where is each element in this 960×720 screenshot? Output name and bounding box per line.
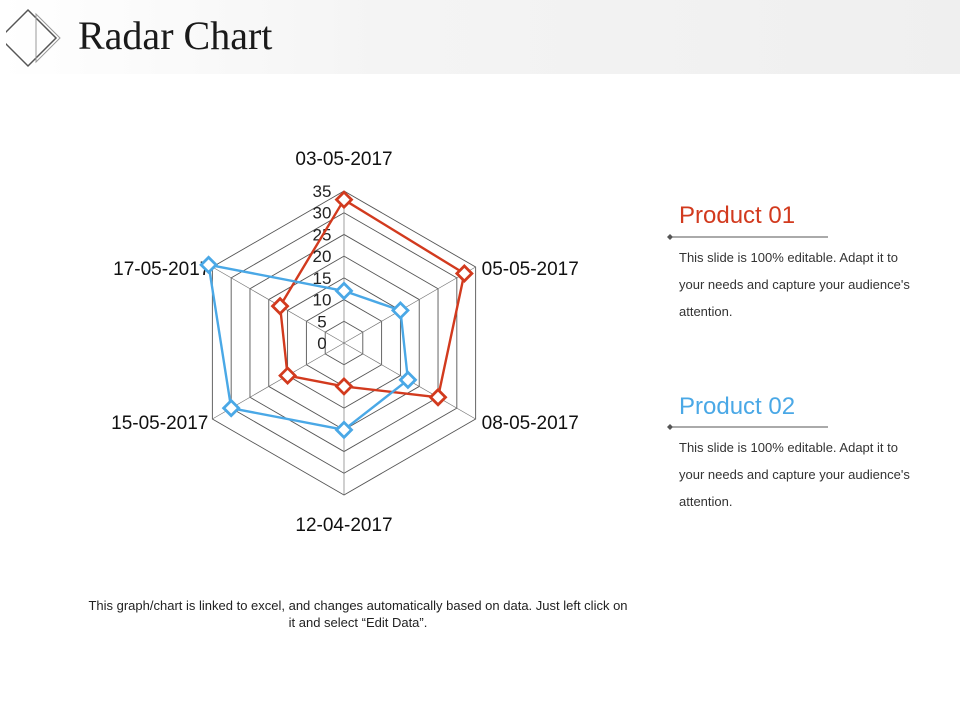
- data-point: [398, 370, 418, 390]
- legend-name-product-01: Product 01: [679, 202, 796, 229]
- category-label: 15-05-2017: [111, 413, 208, 434]
- data-point: [454, 264, 474, 283]
- page-title: Radar Chart: [78, 13, 273, 58]
- data-point: [270, 296, 290, 316]
- data-point: [428, 387, 448, 407]
- series-line: [207, 263, 410, 432]
- data-point: [278, 366, 298, 386]
- tick-label: 10: [313, 291, 332, 310]
- tick-label: 0: [317, 334, 326, 353]
- data-point: [390, 300, 410, 320]
- tick-label: 15: [313, 269, 332, 288]
- radar-series: [199, 190, 474, 440]
- data-point: [221, 398, 241, 418]
- radar-axes: [212, 191, 476, 495]
- data-point: [334, 281, 354, 301]
- tick-label: 5: [317, 312, 326, 331]
- data-point: [199, 255, 219, 275]
- data-point: [334, 190, 354, 210]
- footnote: This graph/chart is linked to excel, and…: [88, 598, 628, 630]
- legend-divider: [667, 424, 828, 430]
- legend-divider: [667, 234, 828, 240]
- tick-label: 30: [313, 204, 332, 223]
- diamond-logo-icon: [6, 8, 61, 68]
- tick-label: 20: [313, 247, 332, 266]
- legend-description-product-02: This slide is 100% editable. Adapt it to…: [679, 440, 910, 509]
- category-label: 08-05-2017: [482, 413, 579, 434]
- category-label: 17-05-2017: [113, 259, 210, 280]
- legend-name-product-02: Product 02: [679, 393, 796, 420]
- radar-categories: 03-05-2017 05-05-2017 08-05-2017 12-04-2017…: [111, 149, 579, 536]
- category-label: 03-05-2017: [295, 149, 392, 170]
- tick-label: 35: [313, 182, 332, 201]
- radar-spoke: [343, 266, 476, 344]
- data-point: [334, 420, 354, 440]
- category-label: 12-04-2017: [295, 515, 392, 536]
- data-point: [334, 376, 354, 396]
- category-label: 05-05-2017: [482, 259, 579, 280]
- legend-description-product-01: This slide is 100% editable. Adapt it to…: [679, 250, 910, 319]
- header-band: [0, 0, 960, 74]
